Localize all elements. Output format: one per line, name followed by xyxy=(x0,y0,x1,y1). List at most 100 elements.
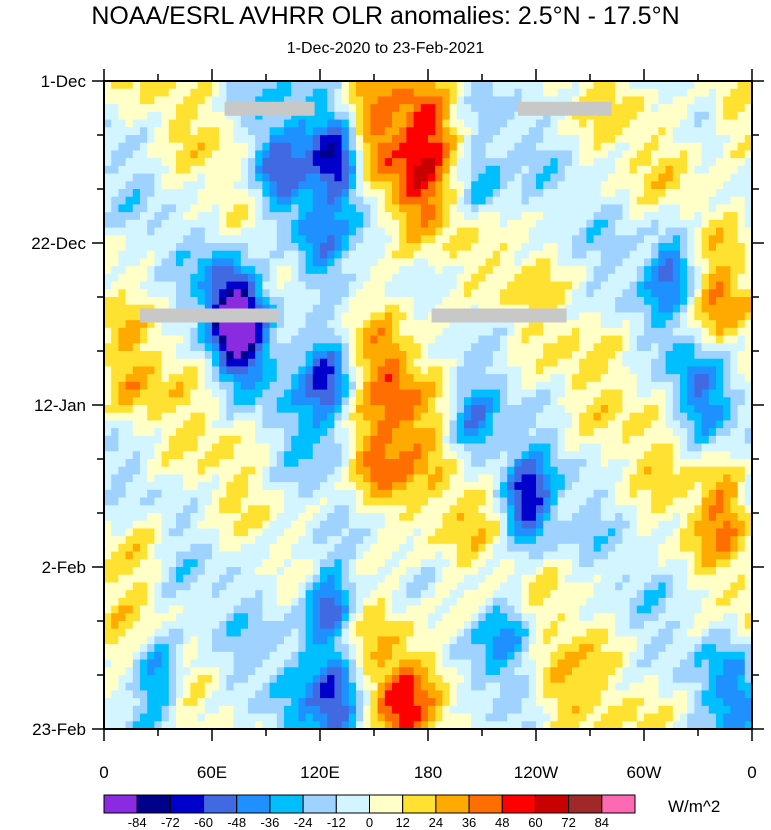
field-cell xyxy=(305,119,314,128)
field-cell xyxy=(111,412,119,422)
field-cell xyxy=(680,304,688,314)
field-cell xyxy=(514,111,523,121)
field-cell xyxy=(680,451,688,460)
field-cell xyxy=(262,297,271,306)
field-cell xyxy=(456,405,465,414)
field-cell xyxy=(298,489,307,499)
field-cell xyxy=(255,497,263,506)
field-cell xyxy=(665,258,674,267)
field-cell xyxy=(226,119,235,128)
field-cell xyxy=(312,119,321,128)
field-cell xyxy=(629,104,638,113)
field-cell xyxy=(622,474,631,483)
field-cell xyxy=(478,173,487,182)
field-cell xyxy=(543,435,551,445)
field-cell xyxy=(413,428,422,437)
field-cell xyxy=(312,412,321,422)
field-cell xyxy=(276,497,285,506)
field-cell xyxy=(514,119,523,128)
field-cell xyxy=(658,451,667,460)
field-cell xyxy=(672,142,681,152)
field-cell xyxy=(212,173,220,182)
field-cell xyxy=(665,497,674,506)
field-cell xyxy=(276,189,285,198)
field-cell xyxy=(284,482,292,491)
field-cell xyxy=(449,459,458,468)
field-cell xyxy=(305,366,314,375)
field-cell xyxy=(312,389,321,398)
field-cell xyxy=(168,81,177,90)
field-cell xyxy=(118,397,127,406)
field-cell xyxy=(636,304,645,314)
field-cell xyxy=(629,196,638,206)
field-cell xyxy=(276,420,285,429)
field-cell xyxy=(377,343,386,352)
field-cell xyxy=(291,474,299,483)
field-cell xyxy=(528,181,537,190)
field-cell xyxy=(140,250,148,260)
field-cell xyxy=(118,88,127,98)
field-cell xyxy=(183,474,191,483)
field-cell xyxy=(449,135,458,144)
field-cell xyxy=(478,158,487,167)
field-cell xyxy=(255,119,263,128)
field-cell xyxy=(608,142,616,152)
field-cell xyxy=(168,374,177,383)
field-cell xyxy=(658,158,667,167)
field-cell xyxy=(406,351,415,360)
field-cell xyxy=(701,96,710,105)
field-cell xyxy=(399,304,407,314)
field-cell xyxy=(716,381,724,391)
field-cell xyxy=(384,351,393,360)
field-cell xyxy=(485,459,494,468)
field-cell xyxy=(420,212,429,221)
field-cell xyxy=(204,289,213,298)
field-cell xyxy=(320,158,328,167)
field-cell xyxy=(521,489,530,499)
field-cell xyxy=(658,420,667,429)
field-cell xyxy=(183,297,191,306)
field-cell xyxy=(651,297,659,306)
field-cell xyxy=(327,505,335,514)
field-cell xyxy=(312,235,321,244)
field-cell xyxy=(572,312,580,321)
field-cell xyxy=(737,351,746,360)
field-cell xyxy=(579,497,587,506)
field-cell xyxy=(348,335,357,344)
field-cell xyxy=(456,165,465,175)
field-cell xyxy=(680,459,688,468)
field-cell xyxy=(348,196,357,206)
field-cell xyxy=(384,173,393,182)
field-cell xyxy=(255,88,263,98)
field-cell xyxy=(212,119,220,128)
field-cell xyxy=(348,281,357,290)
field-cell xyxy=(168,243,177,252)
field-cell xyxy=(651,81,659,90)
field-cell xyxy=(327,165,335,175)
field-cell xyxy=(420,227,429,236)
field-cell xyxy=(147,235,155,244)
field-cell xyxy=(320,142,328,152)
field-cell xyxy=(564,219,573,229)
field-cell xyxy=(485,358,494,368)
field-cell xyxy=(320,343,328,352)
field-cell xyxy=(629,181,638,190)
field-cell xyxy=(356,466,364,476)
field-cell xyxy=(680,320,688,329)
field-cell xyxy=(111,289,119,298)
field-cell xyxy=(140,219,148,229)
field-cell xyxy=(478,142,487,152)
field-cell xyxy=(464,443,472,452)
field-cell xyxy=(161,266,170,275)
field-cell xyxy=(615,150,623,159)
field-cell xyxy=(312,266,321,275)
field-cell xyxy=(651,243,659,252)
field-cell xyxy=(377,381,386,391)
field-cell xyxy=(399,81,407,90)
field-cell xyxy=(204,127,213,136)
field-cell xyxy=(226,81,235,90)
field-cell xyxy=(226,289,235,298)
field-cell xyxy=(500,204,508,213)
field-cell xyxy=(118,227,127,236)
field-cell xyxy=(406,420,415,429)
